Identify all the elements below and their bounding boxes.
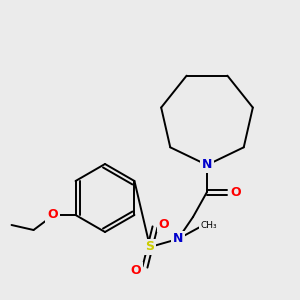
- Text: S: S: [146, 241, 154, 254]
- Text: CH₃: CH₃: [201, 220, 217, 230]
- Text: O: O: [159, 218, 169, 230]
- Text: O: O: [131, 263, 141, 277]
- Text: N: N: [202, 158, 212, 172]
- Text: N: N: [173, 232, 183, 245]
- Text: O: O: [231, 185, 241, 199]
- Text: O: O: [47, 208, 58, 221]
